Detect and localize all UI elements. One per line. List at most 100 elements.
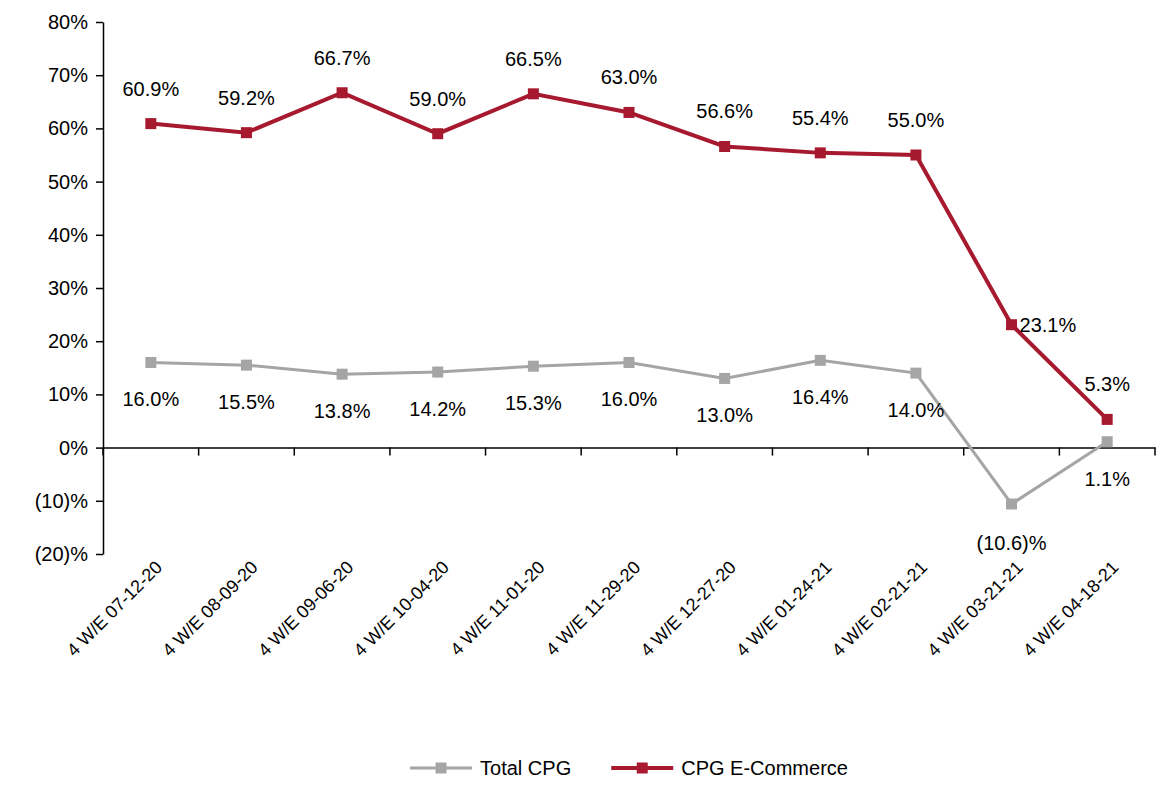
- y-tick: 20%: [48, 330, 103, 352]
- x-tick-label: 4 W/E 11-01-20: [446, 557, 548, 659]
- x-boundary-tick: [772, 448, 774, 456]
- series-marker: [1102, 436, 1113, 447]
- data-label: 63.0%: [601, 66, 658, 88]
- y-tick: 60%: [48, 117, 103, 139]
- x-boundary-tick: [389, 448, 391, 456]
- x-boundary-tick: [963, 448, 965, 456]
- series-marker: [241, 127, 252, 138]
- data-label: 14.0%: [888, 399, 945, 421]
- legend-label: Total CPG: [480, 757, 571, 779]
- x-tick-label: 4 W/E 01-24-21: [732, 557, 835, 660]
- data-label: (10.6)%: [977, 532, 1047, 554]
- x-boundary-tick: [198, 448, 200, 456]
- y-tick: 10%: [48, 383, 103, 405]
- data-labels: 16.0%15.5%13.8%14.2%15.3%16.0%13.0%16.4%…: [122, 47, 1130, 554]
- legend-swatch-marker: [436, 763, 447, 774]
- x-boundary-tick: [1154, 448, 1156, 456]
- y-tick: (20)%: [35, 543, 103, 565]
- x-tick-label: 4 W/E 08-09-20: [158, 557, 261, 660]
- y-axis: (20)% (10)% 0% 10% 20% 30% 40% 50% 60% 70% 80%: [35, 11, 104, 565]
- data-label: 56.6%: [696, 100, 753, 122]
- data-label: 23.1%: [1020, 314, 1077, 336]
- legend-item: Total CPG: [410, 757, 571, 779]
- x-boundary-tick: [294, 448, 296, 456]
- y-tick-label: (20)%: [35, 543, 89, 565]
- y-tick-label: 50%: [48, 171, 88, 193]
- x-tick-label: 4 W/E 11-29-20: [542, 557, 644, 659]
- x-tick: 4 W/E 09-06-20: [254, 448, 357, 661]
- x-boundary-tick: [867, 448, 869, 456]
- data-label: 66.5%: [505, 48, 562, 70]
- series-marker: [432, 128, 443, 139]
- y-tick-mark: [96, 501, 103, 503]
- legend-item: CPG E-Commerce: [611, 757, 848, 779]
- x-boundary-tick: [580, 448, 582, 456]
- y-tick: 0%: [59, 437, 103, 459]
- x-boundary-tick: [102, 448, 104, 456]
- series-marker: [1006, 498, 1017, 509]
- data-label: 16.4%: [792, 386, 849, 408]
- y-tick-label: 80%: [48, 11, 88, 33]
- x-tick-label: 4 W/E 10-04-20: [350, 557, 453, 660]
- series-marker: [1102, 414, 1113, 425]
- y-tick: 30%: [48, 277, 103, 299]
- y-tick: 50%: [48, 171, 103, 193]
- data-label: 5.3%: [1084, 373, 1130, 395]
- data-label: 16.0%: [122, 388, 179, 410]
- data-label: 15.3%: [505, 392, 562, 414]
- x-tick: 4 W/E 03-21-21: [924, 448, 1027, 661]
- y-tick-mark: [96, 394, 103, 396]
- series-line: [151, 360, 1107, 504]
- series-marker: [624, 107, 635, 118]
- series-marker: [1006, 319, 1017, 330]
- series-marker: [432, 367, 443, 378]
- series-marker: [719, 373, 730, 384]
- x-boundary-tick: [676, 448, 678, 456]
- y-tick: (10)%: [35, 490, 103, 512]
- y-tick-label: 60%: [48, 117, 88, 139]
- plot-area: [145, 87, 1112, 509]
- x-tick-label: 4 W/E 03-21-21: [924, 557, 1027, 660]
- x-boundary-tick: [1059, 448, 1061, 456]
- series-marker: [337, 87, 348, 98]
- y-tick: 70%: [48, 64, 103, 86]
- x-tick: 4 W/E 08-09-20: [158, 448, 261, 661]
- series-marker: [910, 368, 921, 379]
- y-tick-mark: [96, 288, 103, 290]
- x-tick-label: 4 W/E 04-18-21: [1019, 557, 1122, 660]
- series-marker: [528, 88, 539, 99]
- data-label: 14.2%: [409, 398, 466, 420]
- series-line: [151, 93, 1107, 420]
- series-marker: [337, 369, 348, 380]
- y-tick-label: 0%: [59, 437, 88, 459]
- y-tick-label: (10)%: [35, 490, 89, 512]
- y-tick-label: 30%: [48, 277, 88, 299]
- data-label: 59.2%: [218, 87, 275, 109]
- legend-label: CPG E-Commerce: [681, 757, 848, 779]
- x-boundary-tick: [485, 448, 487, 456]
- data-label: 13.8%: [314, 400, 371, 422]
- x-tick: 4 W/E 02-21-21: [828, 448, 931, 661]
- data-label: 1.1%: [1084, 468, 1130, 490]
- series-marker: [241, 360, 252, 371]
- data-label: 59.0%: [409, 88, 466, 110]
- x-tick-label: 4 W/E 12-27-20: [637, 557, 740, 660]
- x-axis-line: [104, 447, 1156, 449]
- series-marker: [910, 150, 921, 161]
- x-tick: 4 W/E 11-01-20: [446, 448, 548, 660]
- y-tick-mark: [96, 128, 103, 130]
- data-label: 55.0%: [888, 109, 945, 131]
- data-label: 13.0%: [696, 404, 753, 426]
- x-tick-label: 4 W/E 07-12-20: [63, 557, 166, 660]
- y-tick: 80%: [48, 11, 103, 33]
- y-tick: 40%: [48, 224, 103, 246]
- x-tick: 4 W/E 10-04-20: [350, 448, 453, 661]
- data-label: 60.9%: [122, 78, 179, 100]
- series-marker: [528, 361, 539, 372]
- y-tick-mark: [96, 341, 103, 343]
- series-marker: [815, 147, 826, 158]
- y-tick-label: 40%: [48, 224, 88, 246]
- x-tick-label: 4 W/E 02-21-21: [828, 557, 931, 660]
- series-marker: [719, 141, 730, 152]
- series-marker: [145, 118, 156, 129]
